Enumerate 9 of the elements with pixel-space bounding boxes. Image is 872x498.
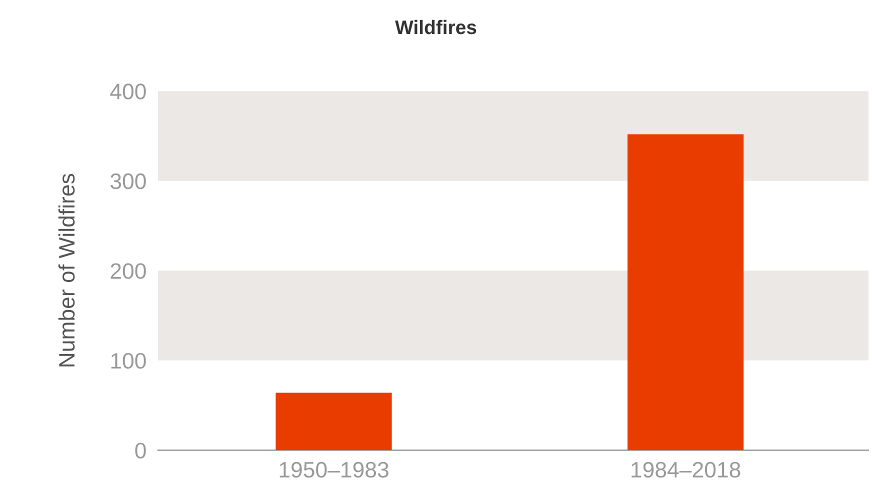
y-tick-label: 0 xyxy=(135,442,146,458)
y-tick-label: 200 xyxy=(110,263,146,279)
y-tick-label: 100 xyxy=(111,352,146,369)
y-tick-label: 300 xyxy=(110,173,146,190)
y-tick-label: 400 xyxy=(110,84,146,100)
x-tick-label: 1950–1983 xyxy=(280,462,388,478)
chart-title: Wildfires xyxy=(395,20,476,34)
x-tick-label: 1984–2018 xyxy=(632,462,740,478)
y-axis-title: Number of Wildfires xyxy=(58,174,75,366)
